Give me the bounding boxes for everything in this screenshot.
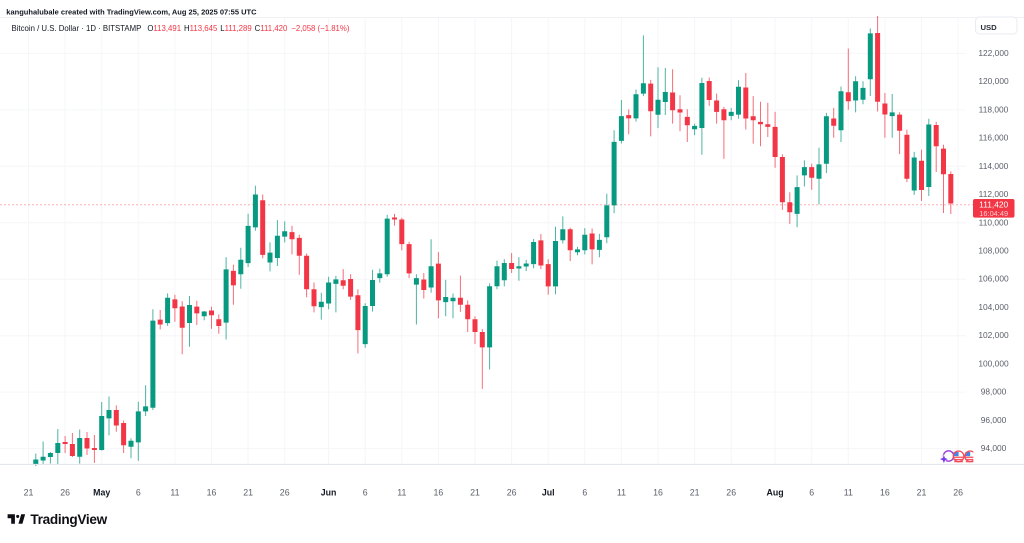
svg-text:16:04:49: 16:04:49 [979, 209, 1008, 218]
svg-text:6: 6 [582, 488, 587, 498]
svg-text:104,000: 104,000 [978, 302, 1009, 312]
svg-text:120,000: 120,000 [978, 76, 1009, 86]
svg-text:16: 16 [653, 488, 663, 498]
svg-text:21: 21 [470, 488, 480, 498]
svg-text:98,000: 98,000 [981, 387, 1007, 397]
svg-text:Jun: Jun [321, 488, 337, 498]
svg-text:21: 21 [243, 488, 253, 498]
svg-text:122,000: 122,000 [978, 48, 1009, 58]
svg-text:96,000: 96,000 [981, 415, 1007, 425]
svg-text:26: 26 [726, 488, 736, 498]
svg-text:11: 11 [617, 488, 626, 498]
svg-text:108,000: 108,000 [978, 246, 1009, 256]
svg-text:26: 26 [507, 488, 517, 498]
svg-text:6: 6 [809, 488, 814, 498]
svg-text:100,000: 100,000 [978, 358, 1009, 368]
svg-text:21: 21 [690, 488, 700, 498]
svg-text:116,000: 116,000 [979, 133, 1009, 143]
svg-text:21: 21 [917, 488, 927, 498]
svg-text:114,000: 114,000 [979, 161, 1009, 171]
svg-text:112,000: 112,000 [979, 189, 1009, 199]
svg-text:Aug: Aug [767, 488, 784, 498]
svg-text:16: 16 [880, 488, 890, 498]
svg-text:11: 11 [170, 488, 179, 498]
svg-text:106,000: 106,000 [978, 274, 1009, 284]
svg-text:6: 6 [363, 488, 368, 498]
svg-text:26: 26 [280, 488, 290, 498]
svg-text:USD: USD [981, 23, 998, 32]
svg-text:102,000: 102,000 [978, 330, 1009, 340]
svg-text:16: 16 [207, 488, 217, 498]
svg-text:11: 11 [844, 488, 853, 498]
svg-text:May: May [93, 488, 110, 498]
svg-text:21: 21 [24, 488, 34, 498]
svg-text:26: 26 [953, 488, 963, 498]
svg-text:110,000: 110,000 [979, 217, 1009, 227]
svg-text:11: 11 [397, 488, 406, 498]
svg-text:Jul: Jul [542, 488, 555, 498]
svg-text:111,420: 111,420 [979, 200, 1008, 210]
svg-text:26: 26 [60, 488, 70, 498]
svg-text:Bitcoin / U.S. Dollar · 1D · B: Bitcoin / U.S. Dollar · 1D · BITSTAMP O11… [12, 24, 350, 33]
svg-text:94,000: 94,000 [981, 443, 1007, 453]
svg-text:6: 6 [136, 488, 141, 498]
svg-text:118,000: 118,000 [979, 104, 1009, 114]
svg-text:TradingView: TradingView [30, 512, 107, 527]
svg-text:16: 16 [434, 488, 444, 498]
svg-text:kanguhalubale created with Tra: kanguhalubale created with TradingView.c… [6, 7, 257, 16]
